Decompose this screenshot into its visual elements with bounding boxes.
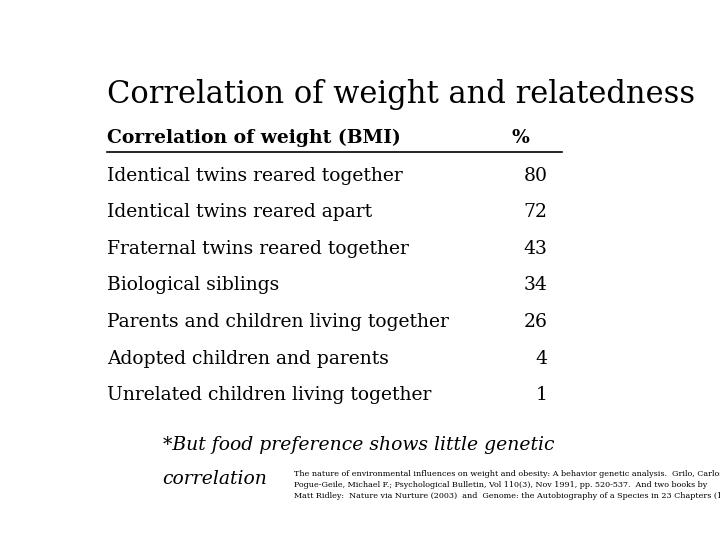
Text: Identical twins reared apart: Identical twins reared apart [107,203,372,221]
Text: Parents and children living together: Parents and children living together [107,313,449,331]
Text: 72: 72 [523,203,548,221]
Text: correlation: correlation [163,470,267,488]
Text: Biological siblings: Biological siblings [107,276,279,294]
Text: Fraternal twins reared together: Fraternal twins reared together [107,240,409,258]
Text: 1: 1 [536,386,548,404]
Text: 26: 26 [523,313,548,331]
Text: Correlation of weight (BMI): Correlation of weight (BMI) [107,129,400,147]
Text: The nature of environmental influences on weight and obesity: A behavior genetic: The nature of environmental influences o… [294,470,720,500]
Text: Correlation of weight and relatedness: Correlation of weight and relatedness [107,79,695,110]
Text: Adopted children and parents: Adopted children and parents [107,349,389,368]
Text: 34: 34 [523,276,548,294]
Text: Identical twins reared together: Identical twins reared together [107,167,402,185]
Text: Unrelated children living together: Unrelated children living together [107,386,431,404]
Text: 80: 80 [523,167,548,185]
Text: %: % [511,129,529,147]
Text: 43: 43 [523,240,548,258]
Text: *But food preference shows little genetic: *But food preference shows little geneti… [163,436,554,454]
Text: 4: 4 [536,349,548,368]
